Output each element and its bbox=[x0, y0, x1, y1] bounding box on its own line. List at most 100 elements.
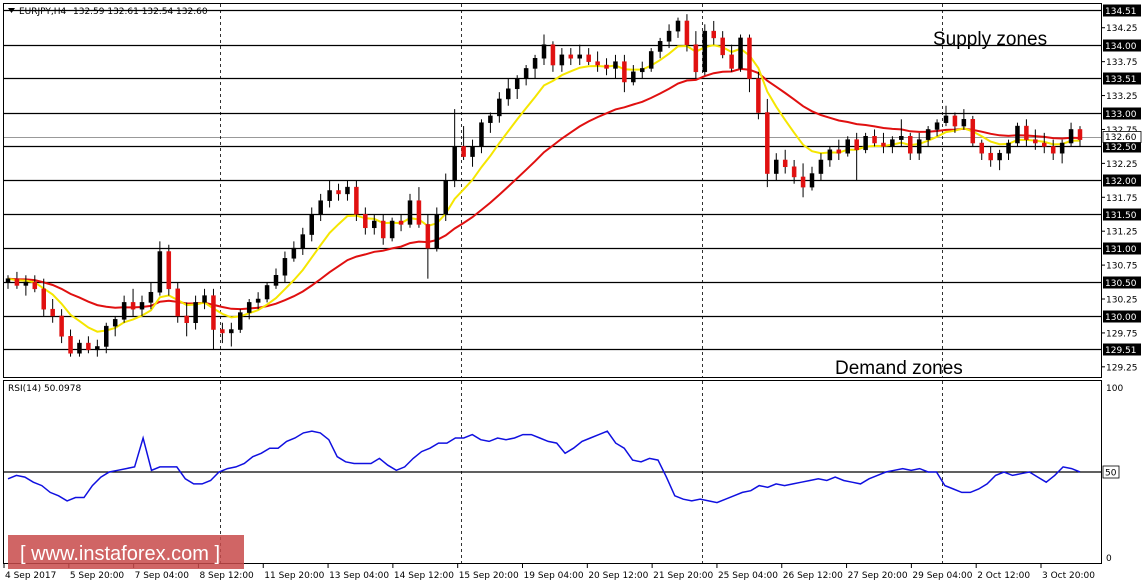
level-value: 134.00 bbox=[1105, 42, 1137, 52]
candle bbox=[854, 132, 859, 181]
candle bbox=[184, 302, 189, 337]
candle bbox=[961, 109, 967, 130]
candle bbox=[684, 14, 690, 52]
time-tick-label: 26 Sep 12:00 bbox=[783, 571, 843, 581]
candle bbox=[41, 278, 46, 316]
candle bbox=[604, 58, 609, 76]
candle bbox=[95, 339, 100, 357]
candle bbox=[193, 295, 198, 330]
candle bbox=[881, 132, 886, 154]
level-value: 130.00 bbox=[1105, 313, 1137, 323]
candle bbox=[738, 34, 743, 72]
candle bbox=[845, 136, 850, 157]
candle bbox=[997, 149, 1002, 171]
level-value: 133.51 bbox=[1105, 75, 1137, 85]
candle bbox=[693, 31, 699, 79]
candle bbox=[238, 309, 243, 333]
chart-ohlc: 132.59 132.61 132.54 132.60 bbox=[73, 7, 208, 17]
candle bbox=[666, 24, 672, 49]
candle bbox=[827, 146, 833, 167]
chart-symbol: EURJPY,H4 bbox=[19, 7, 67, 17]
level-tag bbox=[1103, 39, 1141, 52]
level-tag bbox=[1103, 208, 1141, 221]
level-value: 131.50 bbox=[1105, 211, 1137, 221]
candle bbox=[586, 48, 591, 66]
candle bbox=[747, 34, 752, 93]
candle bbox=[86, 336, 91, 354]
time-tick-label: 8 Sep 12:00 bbox=[199, 571, 254, 581]
level-tag bbox=[1103, 140, 1141, 153]
candle bbox=[577, 44, 582, 66]
level-value: 132.00 bbox=[1105, 177, 1137, 187]
candle bbox=[836, 139, 842, 160]
time-tick-label: 2 Oct 12:00 bbox=[977, 571, 1030, 581]
candle bbox=[1059, 139, 1065, 164]
candle bbox=[336, 183, 341, 201]
time-tick-label: 14 Sep 12:00 bbox=[394, 571, 454, 581]
price-tick-label: 130.25 bbox=[1106, 296, 1138, 306]
price-tick-label: 130.75 bbox=[1106, 262, 1138, 272]
current-price-tag bbox=[1102, 131, 1142, 143]
rsi-tick-label: 0 bbox=[1106, 554, 1112, 564]
level-tag bbox=[1103, 242, 1141, 255]
level-value: 134.51 bbox=[1105, 7, 1137, 17]
candle bbox=[800, 163, 806, 198]
candle bbox=[202, 288, 207, 310]
price-tick-label: 134.25 bbox=[1106, 24, 1138, 34]
candle bbox=[791, 159, 797, 184]
price-axis: 134.51 134.00 133.51 133.00 132.50 132.00 131.… bbox=[1101, 4, 1142, 564]
candle bbox=[389, 217, 395, 242]
candle bbox=[497, 92, 502, 123]
candle bbox=[50, 299, 55, 323]
rsi-label: RSI(14) 50.0978 bbox=[8, 384, 81, 394]
candle bbox=[782, 149, 788, 174]
candle bbox=[532, 54, 538, 79]
price-tick-label: 132.75 bbox=[1106, 126, 1138, 136]
collapse-triangle-icon[interactable] bbox=[8, 8, 15, 13]
level-value: 132.50 bbox=[1105, 143, 1137, 153]
price-tick-label: 129.25 bbox=[1106, 363, 1138, 373]
time-tick-label: 7 Sep 04:00 bbox=[135, 571, 190, 581]
candle bbox=[112, 315, 118, 337]
candle bbox=[130, 288, 136, 316]
candle bbox=[1068, 122, 1074, 147]
rsi-line bbox=[7, 430, 1081, 504]
time-tick-label: 20 Sep 12:00 bbox=[588, 571, 648, 581]
time-tick-label: 3 Oct 20:00 bbox=[1042, 571, 1095, 581]
candle bbox=[291, 241, 297, 262]
candle bbox=[622, 54, 627, 93]
candle bbox=[541, 34, 547, 66]
candle bbox=[1042, 132, 1047, 154]
candle bbox=[121, 295, 127, 323]
candle bbox=[220, 322, 225, 344]
candle bbox=[809, 166, 815, 191]
candle bbox=[23, 275, 29, 296]
candle bbox=[59, 309, 64, 344]
candle bbox=[425, 214, 431, 279]
candle bbox=[166, 244, 172, 296]
candle bbox=[711, 20, 716, 45]
candle bbox=[514, 75, 520, 99]
candle bbox=[1033, 129, 1038, 150]
rsi-tick-label: 100 bbox=[1106, 384, 1123, 394]
candle bbox=[506, 78, 511, 106]
supply-zones-label: Supply zones bbox=[933, 29, 1047, 50]
candle bbox=[416, 187, 422, 228]
price-tick-label: 131.25 bbox=[1106, 228, 1138, 238]
candle bbox=[246, 299, 252, 320]
price-tick-label: 129.75 bbox=[1106, 329, 1138, 339]
candle bbox=[354, 180, 359, 222]
candle bbox=[479, 119, 484, 154]
candle bbox=[77, 339, 82, 357]
candle bbox=[934, 119, 940, 137]
rsi-level-tag bbox=[1102, 465, 1120, 479]
candle bbox=[550, 41, 556, 72]
level-tag bbox=[1103, 343, 1141, 356]
candle bbox=[675, 17, 681, 38]
level-tag bbox=[1103, 276, 1141, 289]
candle bbox=[702, 24, 708, 76]
candle bbox=[1024, 119, 1029, 147]
time-tick-label: 11 Sep 20:00 bbox=[264, 571, 324, 581]
price-tick-label: 133.75 bbox=[1106, 58, 1138, 68]
